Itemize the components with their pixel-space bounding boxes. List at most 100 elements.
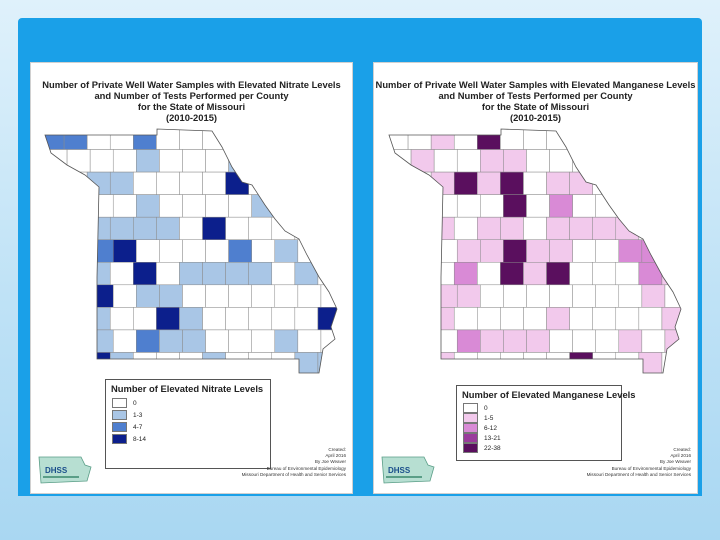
- county-shape: [66, 284, 91, 308]
- county-shape: [661, 129, 681, 150]
- county-shape: [389, 262, 409, 286]
- county-shape: [63, 216, 88, 240]
- county-shape: [320, 149, 337, 173]
- county-shape: [297, 194, 322, 218]
- county-shape: [133, 171, 157, 195]
- county-shape: [271, 307, 296, 331]
- county-shape: [159, 194, 183, 218]
- county-shape: [453, 171, 478, 195]
- county-shape: [592, 216, 617, 240]
- nitrate-legend-row: 4-7: [112, 421, 270, 433]
- county-shape: [615, 307, 640, 331]
- county-shape: [641, 329, 666, 353]
- county-shape: [453, 216, 478, 240]
- manganese-legend-label: 6-12: [484, 424, 498, 432]
- manganese-legend-row: 6-12: [463, 423, 621, 433]
- dhss-logo-text: DHSS: [45, 466, 68, 475]
- credit-line: Created:: [673, 447, 691, 452]
- county-shape: [317, 171, 337, 195]
- county-shape: [45, 194, 68, 218]
- county-shape: [317, 307, 337, 331]
- nitrate-legend-swatch: [112, 410, 127, 420]
- county-shape: [389, 149, 412, 173]
- county-shape: [572, 284, 596, 308]
- county-shape: [456, 284, 481, 308]
- manganese-legend-title: Number of Elevated Manganese Levels: [462, 389, 636, 400]
- county-shape: [182, 239, 206, 263]
- county-shape: [595, 284, 620, 308]
- county-shape: [63, 352, 88, 373]
- county-shape: [86, 307, 111, 331]
- county-shape: [503, 329, 527, 353]
- county-shape: [430, 262, 455, 286]
- county-shape: [456, 329, 481, 353]
- manganese-legend-row: 1-5: [463, 413, 621, 423]
- county-shape: [248, 171, 273, 195]
- county-shape: [156, 216, 180, 240]
- nitrate-legend-swatch: [112, 422, 127, 432]
- county-shape: [526, 194, 550, 218]
- nitrate-credits: Created: April 2016 By Joe Weaver Bureau…: [242, 447, 346, 478]
- county-shape: [389, 284, 412, 308]
- county-shape: [500, 262, 524, 286]
- county-shape: [433, 149, 458, 173]
- county-shape: [248, 216, 273, 240]
- county-shape: [523, 262, 547, 286]
- manganese-legend-swatch: [463, 403, 478, 413]
- county-shape: [572, 329, 596, 353]
- county-shape: [228, 329, 252, 353]
- county-shape: [205, 239, 229, 263]
- county-shape: [89, 284, 114, 308]
- county-shape: [500, 171, 524, 195]
- county-shape: [179, 171, 203, 195]
- manganese-legend-label: 22-38: [484, 444, 501, 452]
- manganese-title-line-2: and Number of Tests Performed per County: [438, 90, 633, 101]
- county-shape: [274, 239, 299, 263]
- county-shape: [271, 262, 296, 286]
- county-shape: [136, 194, 160, 218]
- county-shape: [477, 307, 501, 331]
- county-shape: [638, 129, 663, 150]
- county-shape: [615, 129, 640, 150]
- county-shape: [182, 329, 206, 353]
- county-shape: [133, 307, 157, 331]
- manganese-legend-label: 0: [484, 404, 488, 412]
- nitrate-legend-title: Number of Elevated Nitrate Levels: [111, 383, 264, 394]
- county-shape: [569, 307, 593, 331]
- county-shape: [453, 307, 478, 331]
- county-shape: [156, 307, 180, 331]
- county-shape: [109, 262, 134, 286]
- county-shape: [86, 216, 111, 240]
- county-shape: [45, 216, 65, 240]
- county-shape: [453, 262, 478, 286]
- county-shape: [112, 329, 137, 353]
- nitrate-legend-swatch: [112, 434, 127, 444]
- county-shape: [503, 149, 527, 173]
- county-shape: [251, 149, 276, 173]
- county-shape: [179, 352, 203, 373]
- county-shape: [433, 239, 458, 263]
- county-shape: [480, 194, 504, 218]
- county-shape: [271, 352, 296, 373]
- county-shape: [66, 149, 91, 173]
- county-shape: [389, 194, 412, 218]
- county-shape: [63, 129, 88, 150]
- county-shape: [661, 262, 681, 286]
- county-shape: [569, 216, 593, 240]
- county-shape: [248, 352, 273, 373]
- county-shape: [45, 129, 65, 150]
- county-shape: [179, 262, 203, 286]
- county-shape: [389, 239, 412, 263]
- county-shape: [294, 216, 319, 240]
- county-shape: [45, 262, 65, 286]
- county-shape: [86, 352, 111, 373]
- county-shape: [389, 329, 412, 353]
- county-shape: [274, 329, 299, 353]
- county-shape: [410, 329, 435, 353]
- county-shape: [410, 284, 435, 308]
- county-shape: [159, 329, 183, 353]
- county-shape: [569, 262, 593, 286]
- county-shape: [572, 149, 596, 173]
- county-shape: [45, 329, 68, 353]
- county-shape: [136, 284, 160, 308]
